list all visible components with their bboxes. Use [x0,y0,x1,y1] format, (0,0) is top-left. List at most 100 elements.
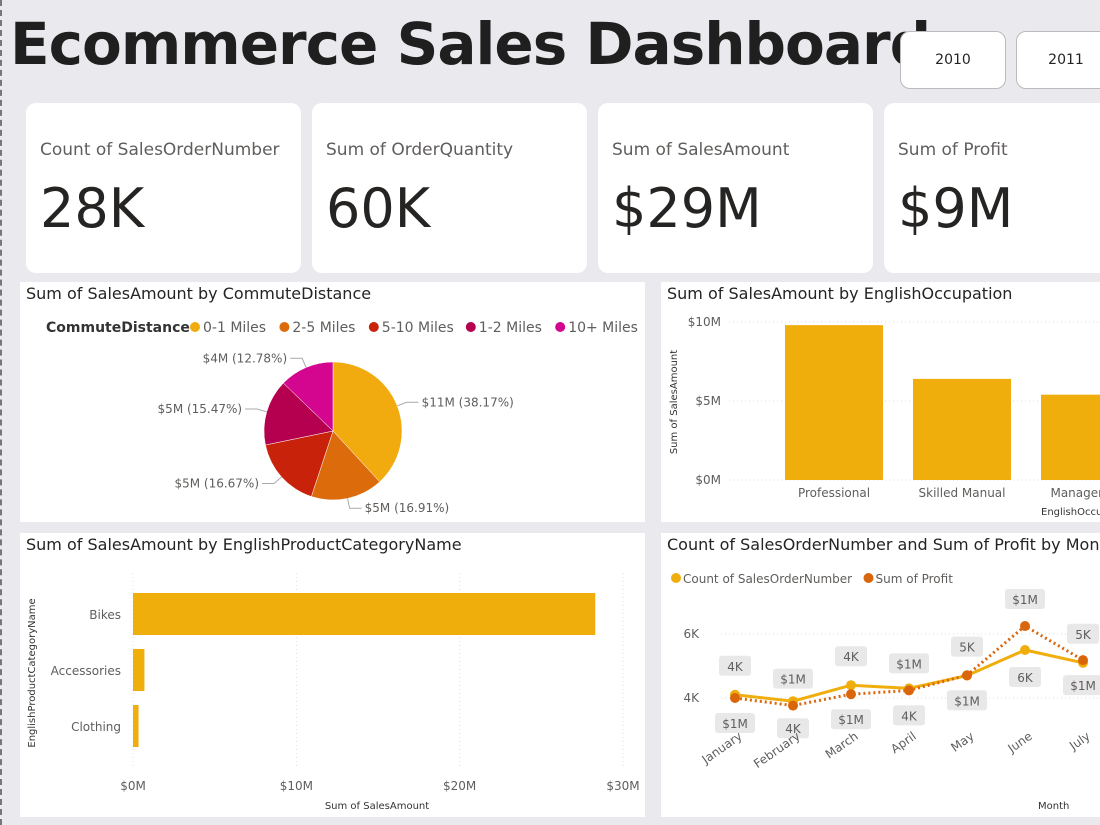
profit-point [788,700,798,711]
profit-point [1020,621,1030,631]
data-label-bg [1005,589,1045,609]
kpi-value: $29M [612,177,762,240]
leader-line [397,401,419,407]
kpi-label: Sum of OrderQuantity [326,140,514,160]
x-tick-label: June [1004,729,1034,756]
profit-point [962,670,972,681]
count-data-label: 4K [785,722,802,736]
count-point [846,680,856,691]
canvas-border [0,0,3,825]
slice-data-label: $4M (12.78%) [203,351,288,365]
y-tick-label: Bikes [89,608,121,622]
month-line-chart: Count of SalesOrderNumber Sum of Profit 4K… [671,572,1100,812]
legend-label: 1-2 Miles [479,320,542,336]
bar [133,593,596,635]
kpi-value: 28K [40,177,145,240]
slice-data-label: $5M (16.91%) [365,501,450,515]
x-tick-label: $0M [120,779,146,793]
legend-marker [190,322,200,332]
data-label-bg [1063,675,1100,696]
y-tick-label: 4K [683,691,700,705]
leader-line [245,408,267,413]
y-tick-label: $5M [695,394,721,408]
bar [133,649,145,691]
x-tick-label: $20M [443,779,476,793]
profit-data-label: $1M [838,713,864,727]
leader-line [347,498,362,509]
legend-label: Count of SalesOrderNumber [683,572,852,586]
leader-line [290,357,307,368]
kpi-card-order-quantity: Sum of OrderQuantity 60K [312,103,587,273]
legend-marker [368,322,379,332]
x-tick-label: Management [1050,486,1100,500]
kpi-label: Sum of SalesAmount [612,140,790,160]
count-data-label: 4K [901,709,918,723]
occupation-bar-chart: $0M $5M $10M Sum of SalesAmount Professional… [669,315,1100,518]
y-tick-label: 6K [683,627,700,641]
count-data-label: 4K [843,650,860,664]
kpi-card-profit: Sum of Profit $9M [884,103,1100,273]
data-label-bg [1009,667,1041,687]
year-button-2010[interactable]: 2010 [900,31,1006,89]
kpi-card-sales-amount: Sum of SalesAmount $29M [598,103,873,273]
bar [913,378,1011,480]
chart-title: Count of SalesOrderNumber and Sum of Pro… [667,535,1100,554]
x-axis-title: Month [1038,801,1069,812]
kpi-value: 60K [326,177,431,240]
profit-data-label: $1M [1012,593,1038,607]
data-label-bg [715,713,755,733]
year-button-2011[interactable]: 2011 [1016,31,1100,89]
slice-data-label: $5M (16.67%) [174,477,259,491]
profit-point [904,685,914,696]
data-label-bg [893,705,925,726]
legend-label: 2-5 Miles [292,320,355,336]
profit-data-label: $1M [1070,679,1096,693]
data-label-bg [831,709,871,730]
data-label-bg [947,690,987,711]
x-axis-title: Sum of SalesAmount [325,801,429,812]
pie-chart: CommuteDistance 0-1 Miles 2-5 Miles 5-10 Mi… [46,320,638,515]
x-tick-label: July [1066,729,1093,753]
bar [785,325,883,480]
kpi-label: Count of SalesOrderNumber [40,140,280,160]
product-category-bar-chart: $0M $10M $20M $30M Bikes Accessories Clothing S… [27,573,640,812]
y-tick-label: Clothing [71,720,121,734]
pie-chart-panel[interactable]: Sum of SalesAmount by CommuteDistance Co… [20,282,645,522]
x-tick-label: May [948,729,976,755]
count-data-label: 6K [1017,671,1034,685]
profit-data-label: $1M [896,657,922,671]
data-label-bg [889,653,929,674]
data-label-bg [1067,623,1099,644]
count-point [1020,645,1030,655]
legend-label: Sum of Profit [876,572,954,586]
pie-slice [311,430,381,501]
x-tick-label: $10M [280,779,313,793]
month-line-chart-panel[interactable]: Count of SalesOrderNumber and Sum of Pro… [661,533,1100,817]
legend-marker [465,322,476,332]
data-label-bg [835,646,867,667]
profit-data-label: $1M [954,694,980,708]
occupation-chart-panel[interactable]: Sum of SalesAmount by EnglishOccupation … [661,282,1100,522]
page-title: Ecommerce Sales Dashboard [10,10,931,78]
legend-label: 0-1 Miles [203,320,266,336]
count-data-label: 5K [1075,628,1092,642]
legend-marker [671,573,681,583]
count-data-label: 5K [959,641,976,655]
legend-marker [863,573,874,583]
kpi-label: Sum of Profit [898,140,1008,160]
leader-line [262,476,282,485]
legend-label: 10+ Miles [568,320,638,336]
x-tick-label: Professional [798,486,870,500]
product-category-chart-panel[interactable]: Sum of SalesAmount by EnglishProductCate… [20,533,645,817]
profit-point [730,693,740,703]
y-axis-title: EnglishProductCategoryName [27,598,38,747]
chart-title: Sum of SalesAmount by CommuteDistance [26,284,372,303]
pie-slice [283,361,334,432]
y-tick-label: $0M [695,473,721,487]
count-data-label: 4K [727,660,744,674]
y-axis-title: Sum of SalesAmount [669,350,680,454]
x-tick-label: January [699,729,745,767]
legend-marker [555,322,566,332]
data-label-bg [777,718,809,739]
profit-point [1078,655,1088,666]
